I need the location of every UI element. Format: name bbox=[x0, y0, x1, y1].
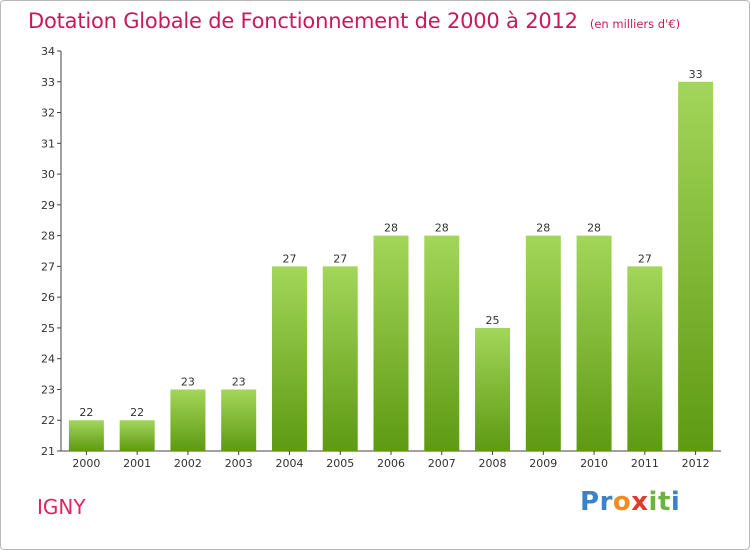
x-tick-label: 2010 bbox=[580, 457, 608, 470]
y-tick-label: 24 bbox=[41, 353, 55, 366]
bar bbox=[576, 235, 612, 451]
x-tick-label: 2002 bbox=[174, 457, 202, 470]
y-tick-label: 25 bbox=[41, 322, 55, 335]
y-tick-label: 34 bbox=[41, 45, 55, 58]
y-tick-label: 31 bbox=[41, 137, 55, 150]
chart-title: Dotation Globale de Fonctionnement de 20… bbox=[28, 9, 680, 33]
x-tick-label: 2005 bbox=[326, 457, 354, 470]
bar bbox=[119, 420, 155, 451]
y-tick-label: 23 bbox=[41, 383, 55, 396]
bar bbox=[627, 266, 663, 451]
value-label: 28 bbox=[435, 222, 449, 235]
bar bbox=[221, 389, 257, 451]
value-label: 27 bbox=[282, 252, 296, 265]
y-tick-label: 33 bbox=[41, 76, 55, 89]
logo-letter: i bbox=[670, 487, 681, 517]
value-label: 22 bbox=[130, 406, 144, 419]
bar bbox=[322, 266, 358, 451]
x-tick-label: 2012 bbox=[682, 457, 710, 470]
bar bbox=[475, 327, 511, 451]
bar bbox=[424, 235, 460, 451]
x-tick-label: 2011 bbox=[631, 457, 659, 470]
logo-letter: i bbox=[648, 487, 658, 517]
bar bbox=[170, 389, 206, 451]
value-label: 27 bbox=[333, 252, 347, 265]
y-tick-label: 27 bbox=[41, 260, 55, 273]
logo-letter: o bbox=[612, 487, 632, 517]
proxiti-logo: Proxiti bbox=[580, 487, 680, 517]
value-label: 22 bbox=[79, 406, 93, 419]
y-tick-label: 21 bbox=[41, 445, 55, 458]
value-label: 33 bbox=[689, 68, 703, 81]
bar bbox=[68, 420, 104, 451]
logo-letter: P bbox=[580, 487, 600, 517]
bar bbox=[525, 235, 561, 451]
chart-subtitle: (en milliers d'€) bbox=[589, 17, 681, 31]
value-label: 23 bbox=[181, 375, 195, 388]
axes: 21 22 23 24 25 26 27 28 29 30 31 32 33 34 bbox=[41, 45, 721, 458]
value-label: 28 bbox=[587, 222, 601, 235]
logo-letter: r bbox=[599, 487, 613, 517]
logo-letter: x bbox=[631, 487, 649, 517]
chart-title-text: Dotation Globale de Fonctionnement de 20… bbox=[28, 9, 578, 33]
x-tick-label: 2000 bbox=[72, 457, 100, 470]
y-tick-label: 32 bbox=[41, 107, 55, 120]
labels: 2000 22 2001 22 2002 23 2003 23 2004 27 2005 27 2006… bbox=[72, 68, 709, 470]
x-tick-label: 2006 bbox=[377, 457, 405, 470]
bar bbox=[373, 235, 409, 451]
bars bbox=[68, 81, 714, 452]
value-label: 28 bbox=[536, 222, 550, 235]
value-label: 23 bbox=[232, 375, 246, 388]
commune-name: IGNY bbox=[37, 495, 86, 519]
x-tick-label: 2007 bbox=[428, 457, 456, 470]
x-tick-label: 2009 bbox=[529, 457, 557, 470]
bar bbox=[271, 266, 307, 451]
value-label: 25 bbox=[486, 314, 500, 327]
y-tick-label: 30 bbox=[41, 168, 55, 181]
value-label: 28 bbox=[384, 222, 398, 235]
y-tick-label: 26 bbox=[41, 291, 55, 304]
logo-letter: t bbox=[657, 487, 671, 517]
y-tick-label: 29 bbox=[41, 199, 55, 212]
y-tick-label: 22 bbox=[41, 414, 55, 427]
value-label: 27 bbox=[638, 252, 652, 265]
bar bbox=[678, 81, 714, 452]
x-tick-label: 2004 bbox=[275, 457, 303, 470]
x-tick-label: 2008 bbox=[479, 457, 507, 470]
x-tick-label: 2003 bbox=[225, 457, 253, 470]
x-tick-label: 2001 bbox=[123, 457, 151, 470]
y-tick-label: 28 bbox=[41, 230, 55, 243]
